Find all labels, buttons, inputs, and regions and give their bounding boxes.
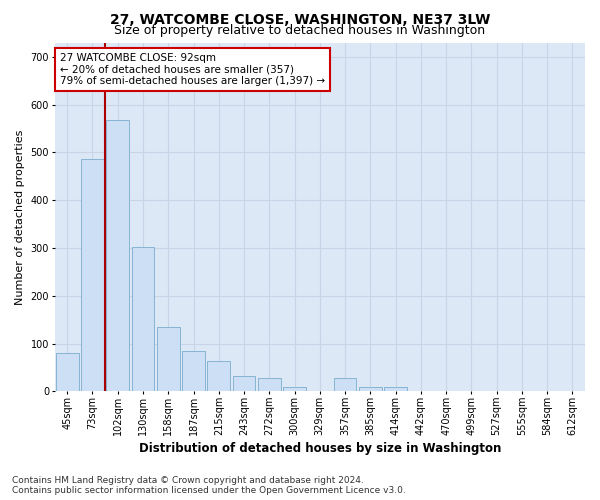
Bar — [384, 386, 407, 392]
Text: 27, WATCOMBE CLOSE, WASHINGTON, NE37 3LW: 27, WATCOMBE CLOSE, WASHINGTON, NE37 3LW — [110, 12, 490, 26]
Bar — [182, 351, 205, 392]
Text: Contains HM Land Registry data © Crown copyright and database right 2024.
Contai: Contains HM Land Registry data © Crown c… — [12, 476, 406, 495]
Bar — [233, 376, 256, 392]
Bar — [359, 386, 382, 392]
Text: Size of property relative to detached houses in Washington: Size of property relative to detached ho… — [115, 24, 485, 37]
Bar — [334, 378, 356, 392]
X-axis label: Distribution of detached houses by size in Washington: Distribution of detached houses by size … — [139, 442, 501, 455]
Bar — [208, 362, 230, 392]
Bar — [258, 378, 281, 392]
Text: 27 WATCOMBE CLOSE: 92sqm
← 20% of detached houses are smaller (357)
79% of semi-: 27 WATCOMBE CLOSE: 92sqm ← 20% of detach… — [60, 53, 325, 86]
Bar — [131, 246, 154, 392]
Bar — [283, 386, 306, 392]
Bar — [56, 353, 79, 392]
Bar — [106, 120, 129, 392]
Y-axis label: Number of detached properties: Number of detached properties — [15, 130, 25, 304]
Bar — [157, 327, 179, 392]
Bar — [81, 158, 104, 392]
